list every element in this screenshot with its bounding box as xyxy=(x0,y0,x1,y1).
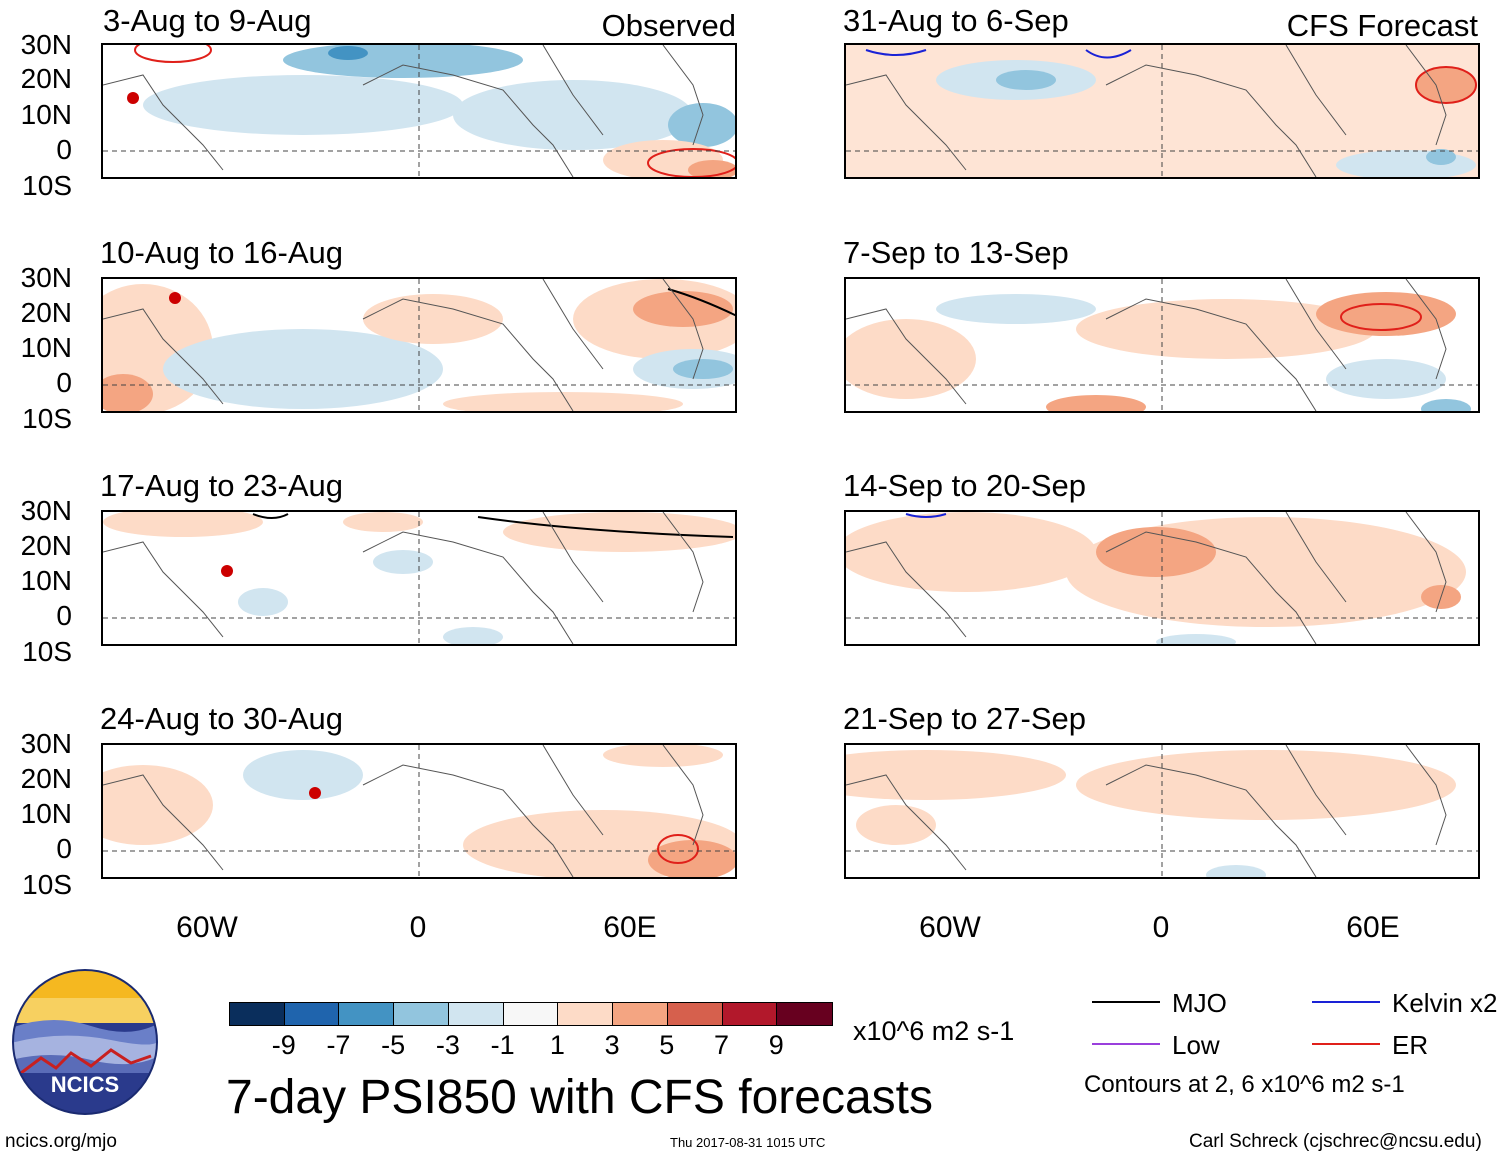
legend-label-low: Low xyxy=(1172,1030,1220,1060)
colorbar-cell xyxy=(284,1003,340,1025)
lat-label: 10N xyxy=(20,99,72,130)
colorbar-tick-label: -5 xyxy=(381,1030,406,1060)
lat-label: 30N xyxy=(20,728,72,759)
map-panel-left-2 xyxy=(101,277,737,413)
colorbar-cell xyxy=(613,1003,668,1025)
colorbar-tick-label: 5 xyxy=(659,1030,675,1060)
lat-label: 0 xyxy=(56,600,72,631)
map-field xyxy=(846,745,1478,877)
footer-url[interactable]: ncics.org/mjo xyxy=(5,1131,117,1152)
panel-title: 3-Aug to 9-Aug xyxy=(103,3,312,38)
lat-label: 10S xyxy=(22,403,72,434)
map-panel-right-1 xyxy=(844,43,1480,179)
lat-label: 20N xyxy=(20,530,72,561)
map-panel-left-3 xyxy=(101,510,737,646)
lat-label: 0 xyxy=(56,833,72,864)
lon-label: 60W xyxy=(176,911,238,944)
map-field xyxy=(103,45,735,177)
map-field xyxy=(846,512,1478,644)
lon-label: 60E xyxy=(1346,911,1400,944)
legend-label-mjo: MJO xyxy=(1172,988,1227,1018)
legend-line-kelvin xyxy=(1312,1001,1380,1003)
panel-title: 10-Aug to 16-Aug xyxy=(100,235,344,270)
colorbar-cell xyxy=(722,1003,778,1025)
colorbar-cell xyxy=(394,1003,449,1025)
colorbar-tick-label: 7 xyxy=(714,1030,730,1060)
panel-title: 14-Sep to 20-Sep xyxy=(843,468,1087,503)
lon-label: 0 xyxy=(409,911,427,944)
colorbar-units: x10^6 m2 s-1 xyxy=(853,1016,1015,1046)
map-panel-right-4 xyxy=(844,743,1480,879)
colorbar-tick-label: -1 xyxy=(490,1030,515,1060)
lat-label: 10S xyxy=(22,170,72,201)
storm-icon xyxy=(127,92,139,104)
footer-timestamp: Thu 2017-08-31 1015 UTC xyxy=(670,1135,826,1150)
logo-text: NCICS xyxy=(51,1072,119,1097)
colorbar-cell xyxy=(503,1003,559,1025)
panel-tag-cfs-forecast: CFS Forecast xyxy=(1286,8,1478,43)
lat-label: 10N xyxy=(20,332,72,363)
colorbar-tick-label: 3 xyxy=(604,1030,620,1060)
lat-label: 10S xyxy=(22,869,72,900)
legend-label-er: ER xyxy=(1392,1030,1429,1060)
legend-label-kelvin: Kelvin x2 xyxy=(1392,988,1498,1018)
map-field xyxy=(846,45,1478,177)
panel-title: 7-Sep to 13-Sep xyxy=(843,235,1069,270)
storm-icon xyxy=(221,565,233,577)
storm-icon xyxy=(169,292,181,304)
colorbar-cell xyxy=(230,1003,285,1025)
lat-label: 10S xyxy=(22,636,72,667)
panel-title: 17-Aug to 23-Aug xyxy=(100,468,344,503)
map-field xyxy=(103,745,735,877)
lat-label: 20N xyxy=(20,297,72,328)
lat-label: 30N xyxy=(20,29,72,60)
storm-icon xyxy=(309,787,321,799)
colorbar-cell xyxy=(777,1003,832,1025)
lat-label: 20N xyxy=(20,63,72,94)
main-title: 7-day PSI850 with CFS forecasts xyxy=(226,1071,933,1124)
map-panel-left-1 xyxy=(101,43,737,179)
ncics-logo: NCICS xyxy=(11,968,159,1116)
footer-credit: Carl Schreck (cjschrec@ncsu.edu) xyxy=(1189,1131,1482,1152)
lon-label: 0 xyxy=(1152,911,1170,944)
colorbar-tick-label: 9 xyxy=(768,1030,784,1060)
map-field xyxy=(103,279,735,411)
colorbar-cell xyxy=(558,1003,614,1025)
map-panel-right-2 xyxy=(844,277,1480,413)
colorbar-tick-label: -7 xyxy=(326,1030,351,1060)
map-panel-right-3 xyxy=(844,510,1480,646)
lat-label: 0 xyxy=(56,367,72,398)
legend-note: Contours at 2, 6 x10^6 m2 s-1 xyxy=(1084,1071,1405,1098)
lat-label: 20N xyxy=(20,763,72,794)
lat-label: 30N xyxy=(20,495,72,526)
panel-tag-observed: Observed xyxy=(601,8,736,43)
colorbar-cell xyxy=(667,1003,723,1025)
map-panel-left-4 xyxy=(101,743,737,879)
lat-label: 10N xyxy=(20,565,72,596)
lon-label: 60E xyxy=(603,911,657,944)
colorbar-cell xyxy=(448,1003,504,1025)
panel-title: 24-Aug to 30-Aug xyxy=(100,701,344,736)
legend-line-er xyxy=(1312,1043,1380,1045)
map-field xyxy=(846,279,1478,411)
panel-title: 21-Sep to 27-Sep xyxy=(843,701,1087,736)
lat-label: 10N xyxy=(20,798,72,829)
lat-label: 30N xyxy=(20,262,72,293)
panel-title: 31-Aug to 6-Sep xyxy=(843,3,1069,38)
lon-label: 60W xyxy=(919,911,981,944)
map-field xyxy=(103,512,735,644)
logo-emblem-icon: NCICS xyxy=(12,969,158,1115)
colorbar-tick-label: -3 xyxy=(435,1030,460,1060)
colorbar-tick-label: 1 xyxy=(549,1030,565,1060)
legend-line-mjo xyxy=(1092,1001,1160,1003)
lat-label: 0 xyxy=(56,134,72,165)
colorbar-cell xyxy=(339,1003,395,1025)
colorbar-tick-label: -9 xyxy=(271,1030,296,1060)
legend-line-low xyxy=(1092,1043,1160,1045)
colorbar-strip xyxy=(229,1002,833,1026)
